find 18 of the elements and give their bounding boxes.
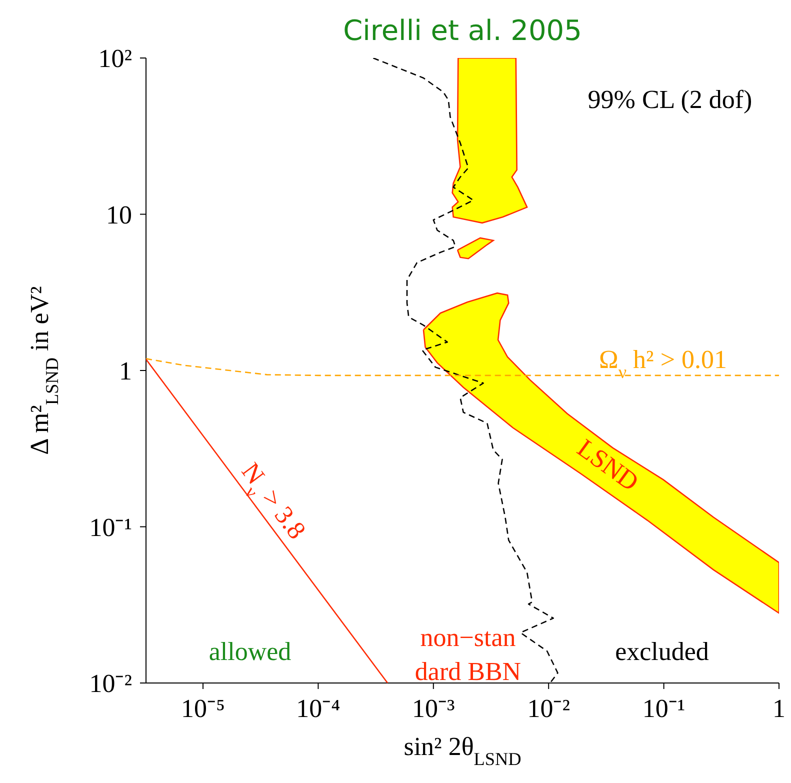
chart-title: Cirelli et al. 2005 — [343, 14, 582, 47]
x-axis-title: sin² 2θ$_{LSND}$ — [404, 732, 522, 769]
y-tick-label: 10² — [98, 44, 132, 73]
annotation: Ω$_{ν}$ h² > 0.01 — [598, 345, 728, 382]
y-tick-label: 10⁻² — [89, 669, 132, 698]
annotation: excluded — [615, 637, 709, 666]
x-tick-label: 10⁻² — [527, 694, 570, 723]
y-tick-label: 10⁻¹ — [89, 512, 132, 542]
x-tick-label: 1 — [772, 694, 786, 723]
annotation: 99% CL (2 dof) — [588, 85, 752, 114]
annotation: non−stan dard BBN — [414, 623, 522, 686]
x-tick-label: 10⁻¹ — [642, 694, 686, 723]
x-tick-label: 10⁻⁴ — [296, 694, 340, 723]
x-tick-label: 10⁻⁵ — [180, 694, 226, 723]
y-tick-label: 10 — [106, 200, 132, 230]
annotation: allowed — [208, 637, 292, 666]
x-tick-label: 10⁻³ — [412, 694, 456, 723]
y-tick-label: 1 — [119, 356, 132, 386]
